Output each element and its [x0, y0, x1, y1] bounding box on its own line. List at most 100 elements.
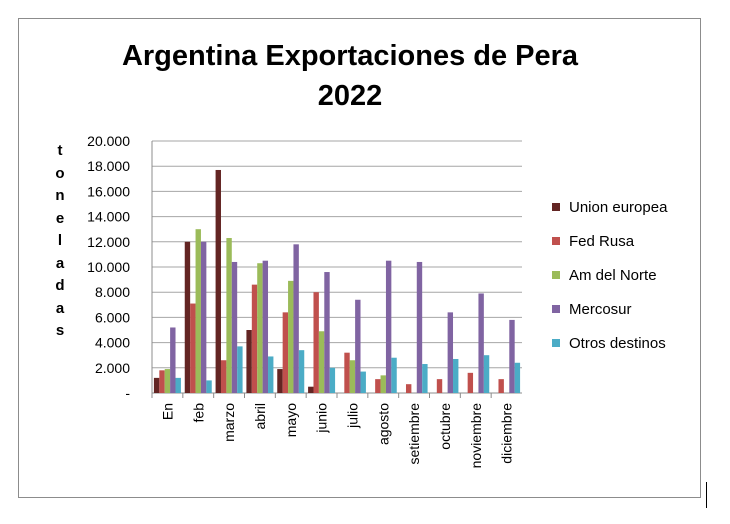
- legend-item: Mercosur: [552, 292, 667, 326]
- legend-swatch: [552, 271, 560, 279]
- bar: [164, 369, 171, 393]
- legend-label: Union europea: [569, 198, 668, 216]
- bar: [453, 358, 459, 393]
- bar: [405, 384, 412, 393]
- x-tick-label: diciembre: [499, 403, 515, 464]
- bar: [184, 241, 191, 393]
- bar: [355, 299, 361, 393]
- y-tick-label: 16.000: [87, 183, 130, 199]
- y-axis-label-letter: l: [57, 232, 63, 249]
- bar: [375, 379, 381, 393]
- bar: [344, 352, 350, 393]
- bar: [231, 261, 238, 393]
- bar: [329, 367, 336, 393]
- y-axis-label-letter: e: [55, 209, 65, 227]
- legend-item: Union europea: [552, 190, 667, 224]
- y-tick-label: -: [125, 385, 130, 401]
- bar: [237, 346, 243, 393]
- bar: [257, 263, 263, 393]
- legend-label: Fed Rusa: [569, 232, 635, 250]
- bar: [220, 360, 227, 393]
- x-tick-label: marzo: [221, 403, 237, 442]
- bar: [153, 377, 160, 393]
- y-tick-label: 18.000: [87, 158, 130, 174]
- legend-label: Am del Norte: [569, 266, 657, 284]
- y-axis-label-letter: a: [55, 299, 65, 317]
- x-tick-label: feb: [190, 403, 206, 423]
- y-axis-label-letter: s: [55, 322, 65, 339]
- chart-frame: [18, 18, 701, 498]
- bar: [298, 350, 305, 393]
- bar: [385, 260, 392, 393]
- text-cursor: [706, 482, 707, 508]
- x-tick-label: mayo: [283, 403, 299, 437]
- bar: [215, 169, 221, 393]
- legend-item: Fed Rusa: [552, 224, 667, 258]
- bar: [498, 379, 504, 393]
- bar: [170, 327, 176, 393]
- bar: [318, 331, 325, 393]
- legend-label: Mercosur: [569, 300, 632, 318]
- y-axis-label-letter: a: [55, 254, 65, 272]
- bar: [324, 272, 330, 393]
- y-tick-label: 8.000: [95, 284, 130, 300]
- bar: [262, 260, 269, 393]
- y-tick-label: 4.000: [95, 335, 130, 351]
- x-tick-label: agosto: [375, 403, 391, 445]
- y-axis-label-letter: o: [55, 164, 65, 182]
- x-tick-label: julio: [344, 403, 360, 429]
- bar: [206, 380, 212, 393]
- y-tick-label: 2.000: [95, 360, 130, 376]
- y-tick-label: 14.000: [87, 209, 130, 225]
- bar: [277, 369, 283, 393]
- legend-swatch: [552, 203, 560, 211]
- x-tick-label: octubre: [437, 403, 453, 450]
- legend: Union europea Fed Rusa Am del Norte Mercosu…: [552, 190, 667, 360]
- y-tick-label: 20.000: [87, 133, 130, 149]
- legend-item: Am del Norte: [552, 258, 667, 292]
- y-axis-label-letter: n: [55, 187, 65, 204]
- bar: [288, 280, 294, 393]
- bar: [478, 293, 484, 393]
- bar: [391, 357, 397, 393]
- bar: [349, 360, 356, 393]
- bar: [282, 312, 289, 393]
- bar: [226, 238, 232, 393]
- bar: [313, 292, 319, 393]
- bar: [467, 372, 474, 393]
- bar: [380, 375, 386, 393]
- y-tick-label: 12.000: [87, 234, 130, 250]
- x-tick-label: En: [159, 403, 175, 420]
- bar: [195, 229, 201, 393]
- y-tick-label: 10.000: [87, 259, 130, 275]
- bar: [360, 371, 366, 393]
- x-tick-label: noviembre: [468, 403, 484, 469]
- bar: [422, 364, 428, 393]
- bar: [246, 330, 252, 393]
- bar: [175, 377, 181, 393]
- chart-subtitle-year: 2022: [317, 80, 383, 112]
- x-tick-label: abril: [252, 403, 268, 429]
- bar: [509, 319, 515, 393]
- bar: [447, 312, 454, 393]
- legend-label: Otros destinos: [569, 334, 666, 352]
- y-axis-label-letter: d: [55, 277, 65, 294]
- x-tick-label: junio: [314, 403, 330, 434]
- bar: [293, 244, 299, 393]
- x-tick-label: setiembre: [406, 403, 422, 465]
- bar: [159, 370, 165, 393]
- legend-swatch: [552, 305, 560, 313]
- bar: [251, 284, 258, 393]
- bar: [416, 261, 423, 393]
- chart-title: Argentina Exportaciones de Pera: [121, 40, 579, 72]
- legend-item: Otros destinos: [552, 326, 667, 360]
- bar: [483, 355, 490, 393]
- bar: [190, 303, 196, 393]
- bar: [514, 362, 521, 393]
- legend-swatch: [552, 339, 560, 347]
- y-tick-label: 6.000: [95, 309, 130, 325]
- bar: [268, 356, 274, 393]
- bar: [200, 241, 207, 393]
